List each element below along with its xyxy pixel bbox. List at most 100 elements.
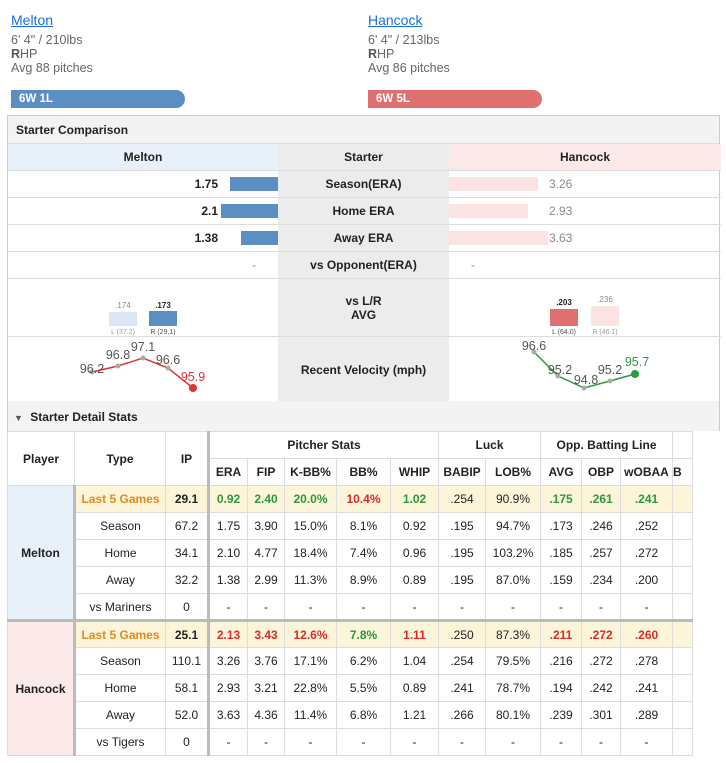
left-split-chart: .174 .173 L (37.2) R (29.1) bbox=[109, 301, 177, 336]
velocity-label: 96.6 bbox=[156, 353, 180, 367]
split-val-l: .174 bbox=[115, 301, 131, 310]
right-value: - bbox=[471, 258, 475, 272]
split-tag-r: R (29.1) bbox=[150, 329, 175, 336]
split-bar-r bbox=[149, 311, 177, 326]
velocity-row: 96.2 96.8 97.1 96.6 95.9 Recent Velocity… bbox=[8, 337, 721, 402]
split-tag-r: R (46.1) bbox=[592, 329, 617, 336]
table-col-header: ERA FIP K-BB% BB% WHIP BABIP LOB% AVG OB… bbox=[8, 458, 693, 486]
table-row: Season 110.1 3.26 3.76 17.1% 6.2% 1.04 .… bbox=[8, 647, 693, 675]
mid-header: Starter bbox=[278, 144, 449, 170]
col-extra: B bbox=[672, 458, 693, 486]
left-velocity-chart: 96.2 96.8 97.1 96.6 95.9 bbox=[80, 340, 205, 392]
detail-stats-table: Player Type IP Pitcher Stats Luck Opp. B… bbox=[7, 431, 693, 756]
velocity-point bbox=[607, 378, 613, 384]
pitcher-hand: RHP bbox=[11, 47, 38, 61]
split-bar-r bbox=[591, 306, 619, 326]
split-tag-l: L (37.2) bbox=[111, 329, 135, 336]
table-row: Hancock Last 5 Games 25.1 2.13 3.43 12.6… bbox=[7, 620, 693, 756]
detail-title: Starter Detail Stats bbox=[30, 410, 138, 424]
table-group-header: Player Type IP Pitcher Stats Luck Opp. B… bbox=[7, 431, 693, 486]
pitcher-avg-pitches: Avg 86 pitches bbox=[368, 61, 450, 75]
comparison-row: 1.75 Season(ERA) 3.26 bbox=[8, 171, 721, 198]
split-bar-l bbox=[109, 312, 137, 326]
right-bar bbox=[449, 231, 548, 245]
col-lob: LOB% bbox=[485, 458, 541, 486]
velocity-label: 95.2 bbox=[548, 363, 572, 377]
velocity-point bbox=[631, 370, 639, 378]
pitcher-name-link[interactable]: Melton bbox=[11, 12, 54, 28]
player-cell: Hancock bbox=[7, 620, 76, 756]
table-row: Away 32.2 1.38 2.99 11.3% 8.9% 0.89 .195… bbox=[8, 566, 693, 594]
velocity-label: 95.7 bbox=[625, 355, 649, 369]
pitcher-avg-pitches: Avg 88 pitches bbox=[11, 61, 93, 75]
left-bar bbox=[230, 177, 278, 191]
col-whip: WHIP bbox=[390, 458, 439, 486]
table-row: vs Tigers 0 - - - - - - - - - - bbox=[8, 728, 693, 756]
comparison-row: 1.38 Away ERA 3.63 bbox=[8, 225, 721, 252]
table-row: Home 58.1 2.93 3.21 22.8% 5.5% 0.89 .241… bbox=[8, 674, 693, 702]
col-ip: IP bbox=[165, 431, 210, 486]
pitcher-size: 6' 4" / 210lbs bbox=[11, 33, 83, 47]
comparison-row: 2.1 Home ERA 2.93 bbox=[8, 198, 721, 225]
detail-stats-toggle[interactable]: ▼ Starter Detail Stats bbox=[7, 401, 720, 431]
pitcher-name-link[interactable]: Hancock bbox=[368, 12, 423, 28]
velocity-label: 95.2 bbox=[598, 363, 622, 377]
left-header: Melton bbox=[8, 144, 278, 170]
table-row: Home 34.1 2.10 4.77 18.4% 7.4% 0.96 .195… bbox=[8, 539, 693, 567]
col-fip: FIP bbox=[247, 458, 285, 486]
col-era: ERA bbox=[208, 458, 248, 486]
col-kbb: K-BB% bbox=[284, 458, 337, 486]
table-row: Season 67.2 1.75 3.90 15.0% 8.1% 0.92 .1… bbox=[8, 512, 693, 540]
velocity-label-cell: Recent Velocity (mph) bbox=[278, 337, 449, 402]
right-velocity-chart: 96.6 95.2 94.8 95.2 95.7 bbox=[522, 339, 649, 391]
right-value: 3.26 bbox=[549, 177, 573, 191]
pitcher-hand: RHP bbox=[368, 47, 395, 61]
velocity-point bbox=[89, 369, 95, 375]
split-label: vs L/R AVG bbox=[278, 279, 449, 336]
starter-comparison-panel: Starter Comparison Melton Starter Hancoc… bbox=[7, 115, 721, 402]
pitcher-size: 6' 4" / 213lbs bbox=[368, 33, 440, 47]
col-type: Type bbox=[74, 431, 166, 486]
velocity-point bbox=[140, 355, 146, 361]
velocity-point bbox=[165, 365, 171, 371]
split-tag-l: L (64.0) bbox=[552, 329, 576, 336]
group-pitcher-stats: Pitcher Stats bbox=[208, 431, 439, 459]
velocity-point bbox=[581, 385, 587, 391]
col-wobaa: wOBAA bbox=[620, 458, 673, 486]
left-value: 1.38 bbox=[194, 231, 218, 245]
table-row: Away 52.0 3.63 4.36 11.4% 6.8% 1.21 .266… bbox=[8, 701, 693, 729]
row-label: Away ERA bbox=[278, 225, 449, 251]
left-bar bbox=[241, 231, 278, 245]
col-bb: BB% bbox=[336, 458, 391, 486]
left-value: 1.75 bbox=[194, 177, 218, 191]
velocity-label: 94.8 bbox=[574, 373, 598, 387]
right-bar bbox=[449, 204, 528, 218]
comparison-row: - vs Opponent(ERA) - bbox=[8, 252, 721, 279]
group-opp-batting: Opp. Batting Line bbox=[540, 431, 673, 459]
split-val-r: .173 bbox=[155, 301, 171, 310]
velocity-label: 96.8 bbox=[106, 348, 130, 362]
velocity-label: 95.9 bbox=[181, 370, 205, 384]
velocity-point bbox=[115, 363, 121, 369]
right-value: 2.93 bbox=[549, 204, 573, 218]
split-bar-l bbox=[550, 309, 578, 326]
velocity-point bbox=[531, 349, 537, 355]
table-row: vs Mariners 0 - - - - - - - - - - bbox=[7, 593, 693, 621]
right-split-chart: .203 .236 L (64.0) R (46.1) bbox=[550, 295, 619, 336]
row-label: Season(ERA) bbox=[278, 171, 449, 197]
velocity-point bbox=[189, 384, 197, 392]
record-pill: 6W 1L bbox=[11, 90, 185, 108]
col-obp: OBP bbox=[581, 458, 621, 486]
split-val-l: .203 bbox=[556, 298, 572, 307]
split-val-r: .236 bbox=[597, 295, 613, 304]
group-luck: Luck bbox=[438, 431, 541, 459]
col-avg: AVG bbox=[540, 458, 582, 486]
velocity-label: 96.6 bbox=[522, 339, 546, 353]
left-bar bbox=[221, 204, 278, 218]
panel-title: Starter Comparison bbox=[8, 116, 719, 144]
right-bar bbox=[449, 177, 538, 191]
col-player: Player bbox=[7, 431, 75, 486]
col-babip: BABIP bbox=[438, 458, 486, 486]
table-row: Melton Last 5 Games 29.1 0.92 2.40 20.0%… bbox=[7, 485, 693, 621]
row-label: vs Opponent(ERA) bbox=[278, 252, 449, 278]
